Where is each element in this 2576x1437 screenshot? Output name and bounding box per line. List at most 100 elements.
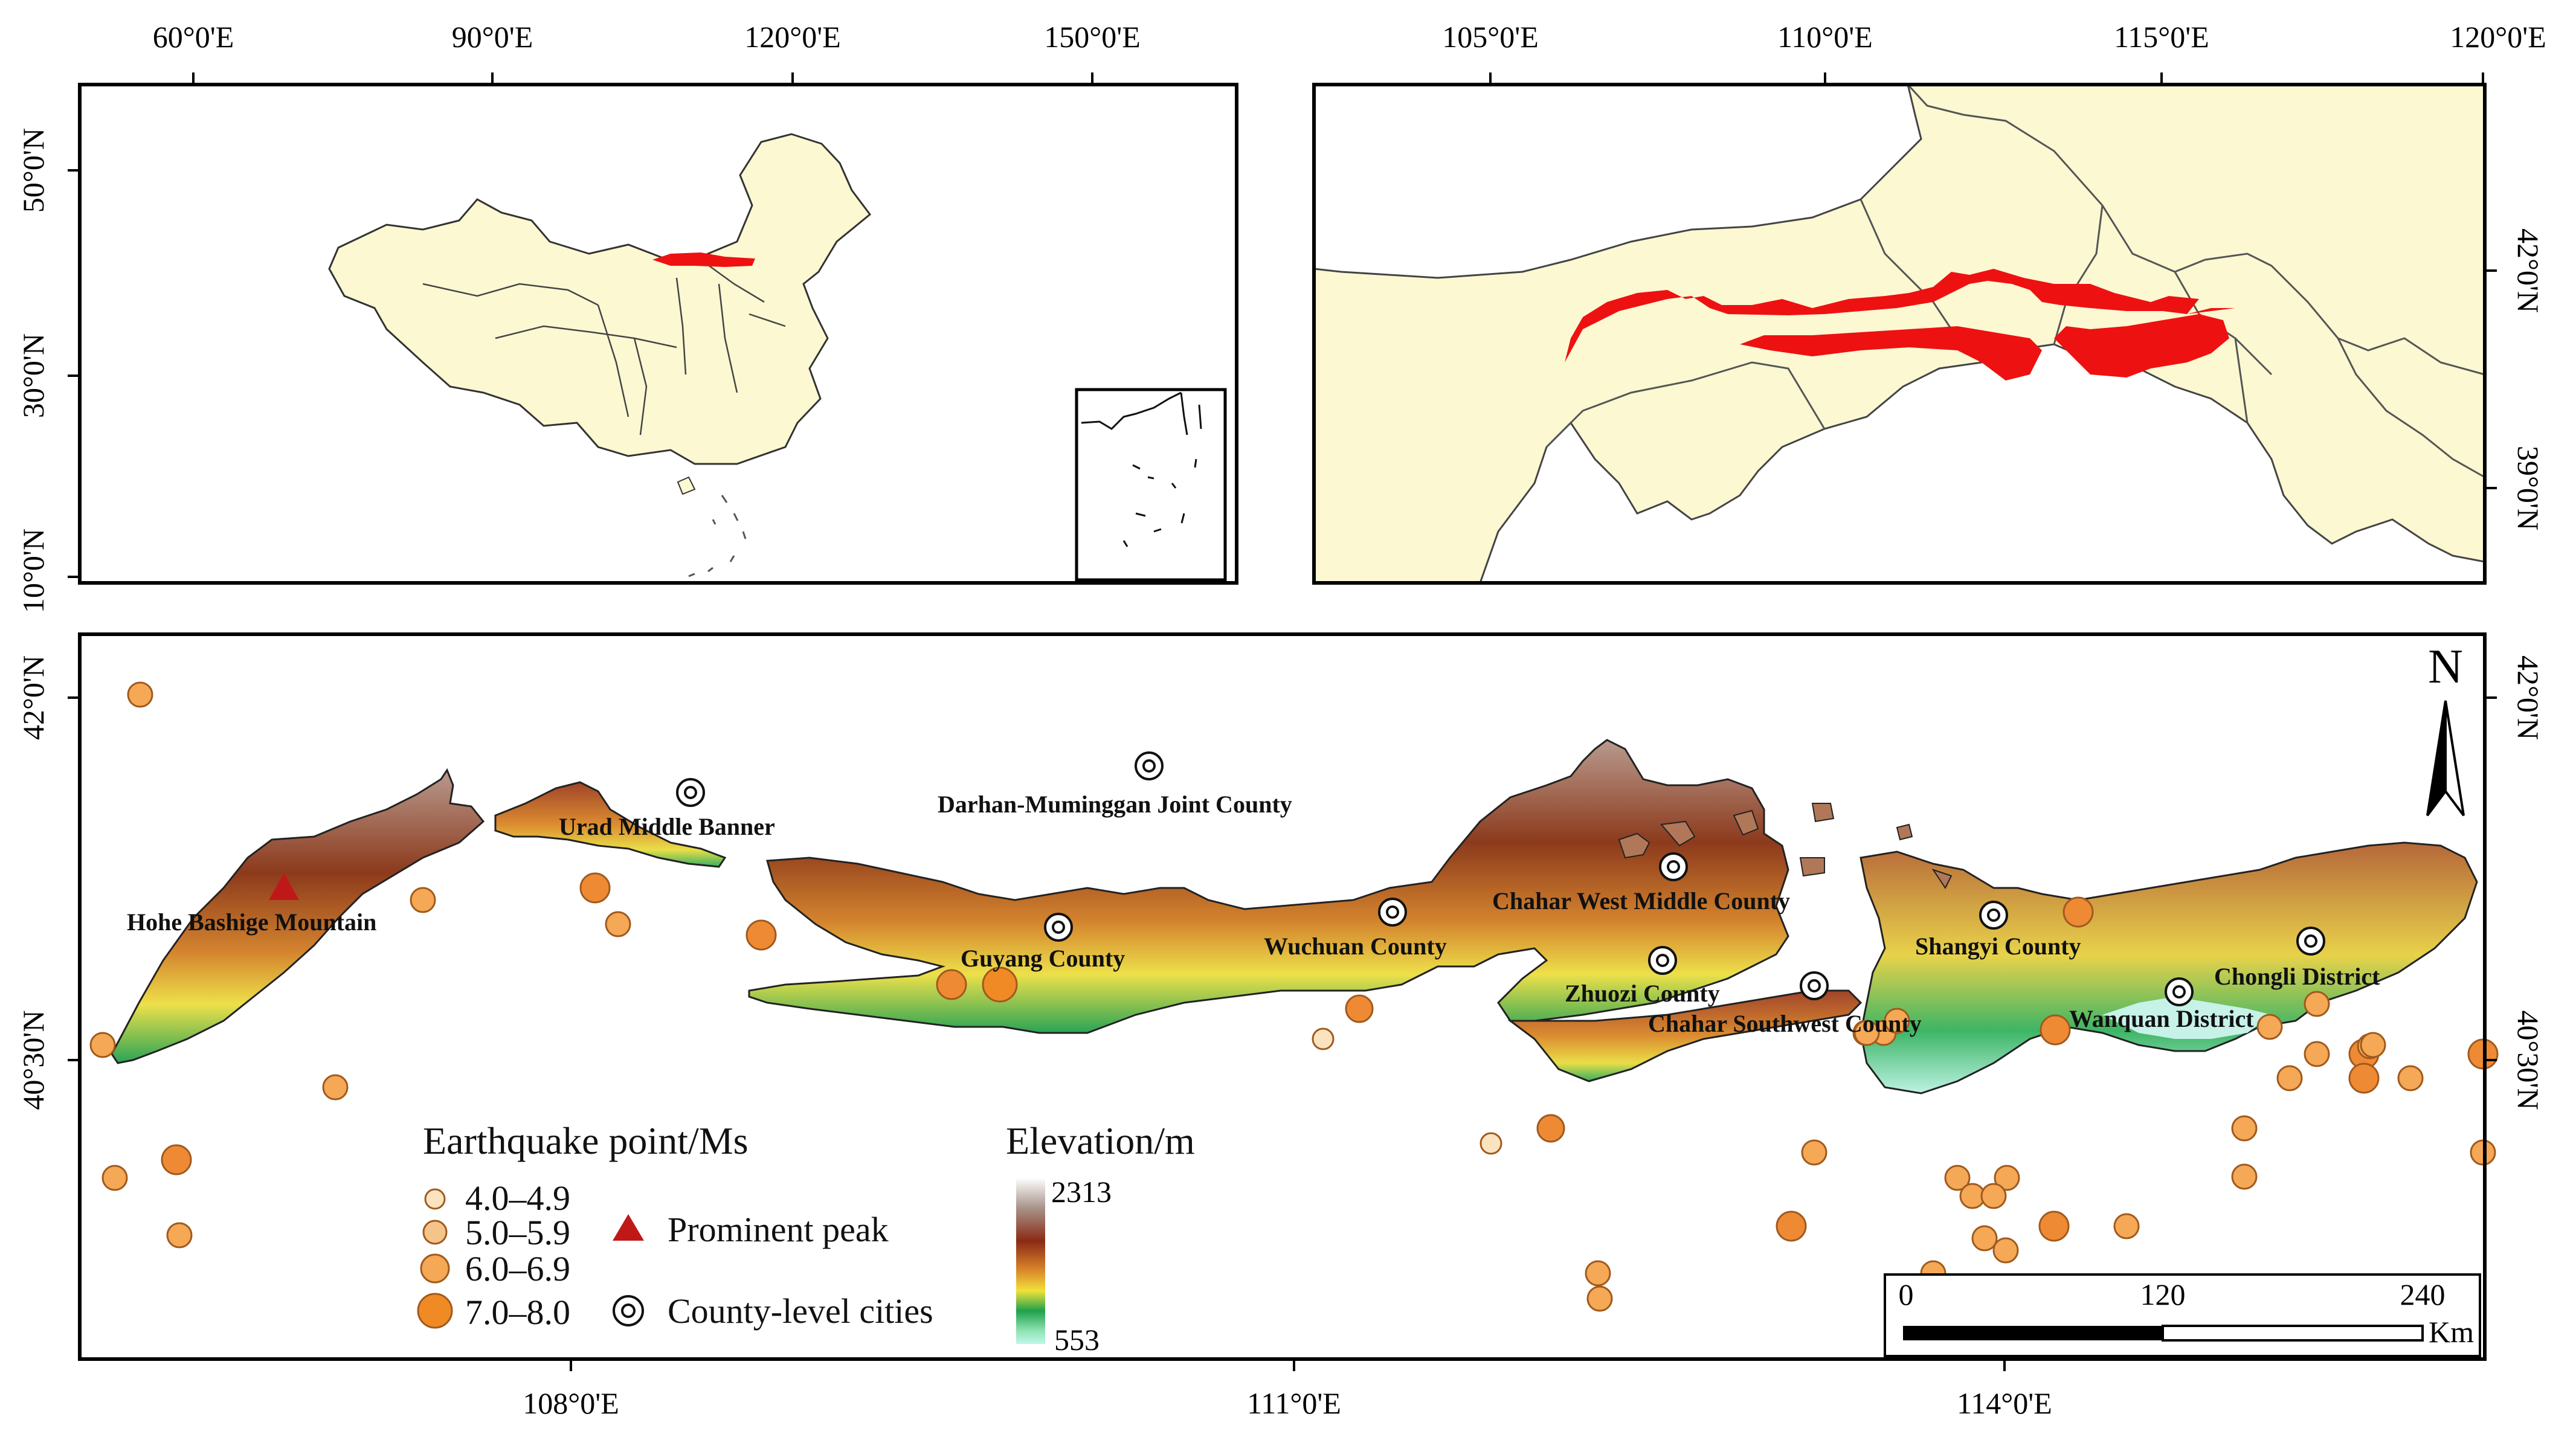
city-label: Guyang County	[961, 945, 1125, 972]
earthquake-point	[1992, 1237, 2019, 1264]
earthquake-point	[1345, 994, 1374, 1023]
city-label: Wanquan District	[2069, 1005, 2254, 1032]
south-china-sea-dashes	[688, 495, 747, 577]
city-marker-icon	[1800, 971, 1829, 1000]
city-marker-icon	[1979, 901, 2008, 930]
legend-elevation: Elevation/m 2313 553	[1006, 1119, 1195, 1357]
legend-swatch	[417, 1293, 453, 1329]
region-inset-top-ticks: 105°0'E 110°0'E 115°0'E 120°0'E	[1442, 20, 2546, 85]
earthquake-point	[1586, 1285, 1613, 1312]
hainan-island	[677, 476, 696, 495]
earthquake-point	[322, 1074, 349, 1101]
region-inset-right-ticks: 42°0'N 39°0'N	[2485, 228, 2545, 530]
county-city-labels: Urad Middle Banner Darhan-Muminggan Join…	[559, 791, 2380, 1037]
terrain-west	[111, 768, 485, 1064]
earthquake-point	[166, 1222, 193, 1249]
terrain-central	[748, 739, 1789, 1034]
earthquake-point	[161, 1144, 192, 1175]
earthquake-point	[2304, 991, 2330, 1017]
region-white-north	[1313, 83, 1922, 279]
tick-label: 120°0'E	[2450, 20, 2546, 54]
city-label: Chongli District	[2214, 963, 2380, 990]
scale-label: 240	[2400, 1278, 2446, 1311]
tick-label: 42°0'N	[2511, 228, 2545, 313]
scale-unit: Km	[2429, 1315, 2474, 1349]
study-area-red-east	[2054, 314, 2229, 378]
earthquake-point	[2231, 1115, 2258, 1142]
earthquake-point	[89, 1032, 116, 1058]
earthquake-point	[982, 966, 1018, 1003]
earthquake-point	[1801, 1139, 1827, 1166]
main-map: Hohe Bashige Mountain Urad Middle Banner…	[78, 632, 2499, 1361]
city-label: Zhuozi County	[1565, 980, 1720, 1007]
south-china-sea-inset	[1075, 388, 1227, 582]
legend-swatch	[424, 1188, 446, 1210]
earthquake-point	[1312, 1027, 1335, 1050]
legend-magnitude-label: 5.0–5.9	[465, 1213, 570, 1252]
earthquake-point	[2231, 1163, 2258, 1190]
terrain-west-2	[494, 781, 727, 868]
city-marker-icon	[1648, 946, 1677, 975]
peak-triangle-icon	[269, 873, 299, 900]
tick-label: 114°0'E	[1957, 1386, 2052, 1420]
tick-label: 10°0'N	[16, 529, 50, 613]
city-marker-icon	[2296, 927, 2325, 956]
tick-label: 39°0'N	[2511, 446, 2545, 530]
earthquake-point	[2397, 1065, 2424, 1091]
terrain-zhuozi	[1507, 989, 1863, 1082]
tick-label: 150°0'E	[1044, 20, 1141, 54]
tick-label: 30°0'N	[16, 333, 50, 418]
china-inset-left-ticks: 50°0'N 30°0'N 10°0'N	[16, 128, 80, 613]
legend-earthquake-title: Earthquake point/Ms	[423, 1119, 749, 1162]
city-label: Chahar West Middle County	[1492, 887, 1790, 915]
peak-label: Hohe Bashige Mountain	[127, 908, 376, 936]
legend-earthquakes: Earthquake point/Ms 4.0–4.9 5.0–5.9 6.0–…	[417, 1119, 749, 1332]
earthquake-point	[2113, 1213, 2140, 1239]
city-marker-icon	[1044, 913, 1073, 942]
study-area-small	[652, 252, 755, 267]
earthquake-point	[2040, 1014, 2071, 1046]
tick-label: 40°30'N	[2511, 1010, 2545, 1110]
terrain-islands	[1618, 803, 1953, 889]
earthquake-point	[101, 1165, 128, 1191]
earthquake-point	[579, 872, 611, 904]
north-arrow-icon: N	[2426, 640, 2465, 817]
city-label: Wuchuan County	[1264, 933, 1447, 960]
earthquake-point	[127, 681, 153, 708]
earthquake-point	[1776, 1210, 1807, 1242]
earthquake-point	[2348, 1062, 2380, 1094]
tick-label: 60°0'E	[153, 20, 234, 54]
earthquake-point	[1480, 1132, 1502, 1155]
earthquake-point	[1585, 1260, 1611, 1287]
legend-magnitude-label: 7.0–8.0	[465, 1293, 570, 1332]
city-marker-icon	[1659, 852, 1688, 881]
tick-label: 50°0'N	[16, 128, 50, 213]
legend-swatch	[422, 1220, 448, 1245]
city-label: Chahar Southwest County	[1648, 1010, 1922, 1037]
scale-label: 0	[1899, 1278, 1914, 1311]
study-area-terrain	[111, 739, 2478, 1095]
city-marker-icon	[676, 778, 705, 807]
tick-label: 42°0'N	[2511, 655, 2545, 740]
province-lines	[422, 259, 786, 436]
city-label: Shangyi County	[1915, 933, 2081, 960]
earthquake-point	[2038, 1210, 2070, 1242]
earthquake-point	[1853, 1020, 1880, 1046]
legend-magnitude-label: 6.0–6.9	[465, 1249, 570, 1288]
elevation-min-label: 553	[1054, 1323, 1100, 1357]
legend-symbols: Prominent peak County-level cities	[613, 1210, 933, 1331]
china-inset-top-ticks: 60°0'E 90°0'E 120°0'E 150°0'E	[153, 20, 1141, 85]
legend-magnitude-label: 4.0–4.9	[465, 1178, 570, 1218]
legend-city-label: County-level cities	[668, 1291, 933, 1331]
earthquake-point	[605, 911, 631, 937]
china-inset-map	[78, 83, 1238, 585]
tick-label: 108°0'E	[523, 1386, 619, 1420]
earthquake-point	[2062, 896, 2094, 928]
terrain-light-valley	[2102, 997, 2272, 1039]
earthquake-point	[2256, 1014, 2283, 1040]
main-map-right-ticks: 42°0'N 40°30'N	[2485, 655, 2545, 1110]
tick-label: 40°30'N	[16, 1010, 50, 1110]
terrain-east	[1860, 841, 2478, 1095]
tick-label: 42°0'N	[16, 655, 50, 740]
